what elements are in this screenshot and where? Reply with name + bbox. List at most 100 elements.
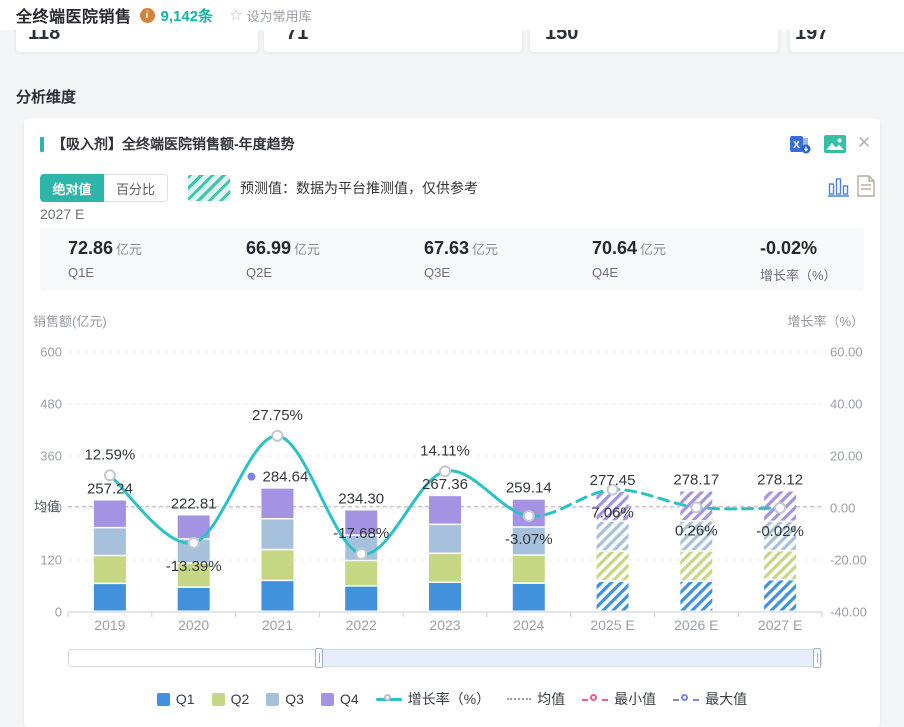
set-favorite-label[interactable]: 设为常用库 (246, 8, 312, 24)
chart-card-title: 【吸入剂】全终端医院销售额-年度趋势 (52, 136, 295, 152)
trend-chart: 600 480 360 240 120 0 60.00 40.00 20.00 0.00 -20.0… (34, 345, 867, 634)
svg-text:267.36: 267.36 (422, 476, 468, 493)
svg-text:20.00: 20.00 (830, 449, 863, 464)
svg-text:259.14: 259.14 (506, 480, 552, 497)
page-header: 全终端医院销售 i 9,142条 ☆ 设为常用库 (0, 0, 904, 30)
svg-text:257.24: 257.24 (87, 481, 133, 498)
svg-text:2026 E: 2026 E (674, 617, 718, 633)
close-icon[interactable]: ✕ (857, 133, 872, 152)
stat-q1e: 72.86 亿元 Q1E (68, 238, 143, 280)
legend-item-均值[interactable]: 均值 (507, 689, 565, 709)
svg-text:60.00: 60.00 (830, 345, 863, 360)
datazoom-selected-range[interactable] (319, 650, 821, 666)
stat-growth-rate: -0.02% 增长率（%） (760, 238, 837, 283)
svg-text:-3.07%: -3.07% (505, 531, 553, 548)
period-label: 2027 E (40, 206, 85, 222)
forecast-stats-panel: 72.86 亿元 Q1E 66.99 亿元 Q2E 67.63 亿元 Q3E 70.64 亿元… (40, 228, 864, 290)
svg-text:360: 360 (40, 449, 62, 464)
svg-text:480: 480 (40, 397, 62, 412)
legend-square-swatch (156, 692, 170, 706)
legend-item-Q1[interactable]: Q1 (156, 691, 195, 707)
svg-text:2027 E: 2027 E (758, 617, 802, 633)
svg-text:7.06%: 7.06% (591, 505, 634, 522)
legend-label: 最小值 (614, 691, 657, 707)
svg-text:2022: 2022 (346, 617, 377, 633)
svg-text:27.75%: 27.75% (252, 407, 303, 424)
right-axis-title: 增长率（%） (787, 314, 864, 329)
datazoom-slider[interactable] (68, 648, 822, 668)
value-mode-toggle: 绝对值 百分比 (40, 174, 168, 202)
legend-label: Q2 (230, 691, 250, 707)
svg-text:2023: 2023 (429, 617, 460, 633)
svg-text:-40.00: -40.00 (830, 605, 867, 620)
svg-text:14.11%: 14.11% (420, 442, 470, 459)
svg-text:-17.68%: -17.68% (333, 525, 389, 542)
svg-text:12.59%: 12.59% (84, 446, 135, 463)
svg-text:240: 240 (40, 501, 62, 516)
bar-chart-icon[interactable] (828, 176, 849, 197)
datazoom-right-handle[interactable] (813, 648, 821, 668)
svg-text:均值: 均值 (34, 499, 60, 514)
legend-label: 增长率（%） (407, 691, 491, 707)
title-accent-bar (40, 137, 44, 152)
trend-chart-card: 【吸入剂】全终端医院销售额-年度趋势 X ✕ 绝对值 百分比 预测值：数据为平台… (24, 118, 880, 727)
record-count[interactable]: 9,142条 (160, 7, 214, 25)
legend-item-最大值[interactable]: 最大值 (673, 689, 747, 709)
svg-text:2020: 2020 (178, 617, 209, 633)
svg-text:-0.02%: -0.02% (756, 523, 804, 540)
image-icon[interactable] (824, 135, 846, 153)
legend-item-Q3[interactable]: Q3 (266, 691, 304, 707)
legend-label: Q4 (339, 691, 359, 707)
star-icon[interactable]: ☆ (229, 7, 243, 24)
legend-item-增长率（%）[interactable]: 增长率（%） (375, 689, 491, 709)
legend-square-swatch (266, 692, 280, 706)
excel-export-icon[interactable]: X (790, 135, 812, 154)
svg-text:2019: 2019 (94, 617, 125, 633)
page-title: 全终端医院销售 (16, 9, 132, 26)
legend-label: Q1 (175, 691, 195, 707)
left-axis-title: 销售额(亿元) (33, 314, 107, 329)
svg-text:X: X (793, 140, 800, 151)
svg-text:0.00: 0.00 (830, 501, 855, 516)
legend-square-swatch (211, 692, 225, 706)
svg-text:278.12: 278.12 (757, 471, 803, 488)
absolute-value-tab[interactable]: 绝对值 (40, 174, 104, 202)
legend-label: 最大值 (705, 691, 748, 707)
growth-line-marker (375, 693, 402, 706)
legend-label: Q3 (285, 691, 304, 707)
svg-text:600: 600 (40, 345, 62, 360)
ring-marker (673, 693, 700, 706)
svg-text:222.81: 222.81 (171, 495, 217, 512)
legend-item-最小值[interactable]: 最小值 (582, 689, 656, 709)
legend-item-Q2[interactable]: Q2 (211, 691, 250, 707)
legend-item-Q4[interactable]: Q4 (320, 691, 359, 707)
mean-line-marker (507, 698, 532, 700)
svg-text:284.64: 284.64 (262, 469, 308, 486)
svg-text:2025 E: 2025 E (590, 617, 634, 633)
svg-text:2021: 2021 (262, 617, 293, 633)
forecast-note: 预测值：数据为平台推测值，仅供参考 (240, 180, 478, 196)
legend-label: 均值 (537, 691, 566, 707)
svg-text:120: 120 (40, 553, 62, 568)
stat-q2e: 66.99 亿元 Q2E (246, 238, 321, 280)
stat-q4e: 70.64 亿元 Q4E (592, 238, 667, 280)
legend-square-swatch (320, 692, 334, 706)
percentage-tab[interactable]: 百分比 (104, 174, 168, 202)
svg-text:40.00: 40.00 (830, 397, 863, 412)
svg-text:278.17: 278.17 (673, 471, 719, 488)
section-title: 分析维度 (16, 89, 77, 106)
document-icon[interactable] (857, 175, 875, 197)
ring-marker (582, 693, 609, 706)
datazoom-left-handle[interactable] (315, 648, 323, 668)
svg-text:-20.00: -20.00 (830, 553, 867, 568)
svg-text:0.26%: 0.26% (675, 522, 718, 539)
svg-text:277.45: 277.45 (590, 472, 636, 489)
svg-text:0: 0 (55, 605, 62, 620)
chart-legend: Q1 Q2 Q3 Q4 增长率（%） 均值 最小值 最大值 (24, 689, 880, 709)
info-icon[interactable]: i (139, 7, 155, 23)
forecast-hatch-swatch (188, 175, 230, 201)
stat-q3e: 67.63 亿元 Q3E (424, 238, 499, 280)
svg-text:2024: 2024 (513, 617, 544, 633)
svg-text:-13.39%: -13.39% (166, 558, 222, 575)
svg-text:234.30: 234.30 (338, 490, 384, 507)
